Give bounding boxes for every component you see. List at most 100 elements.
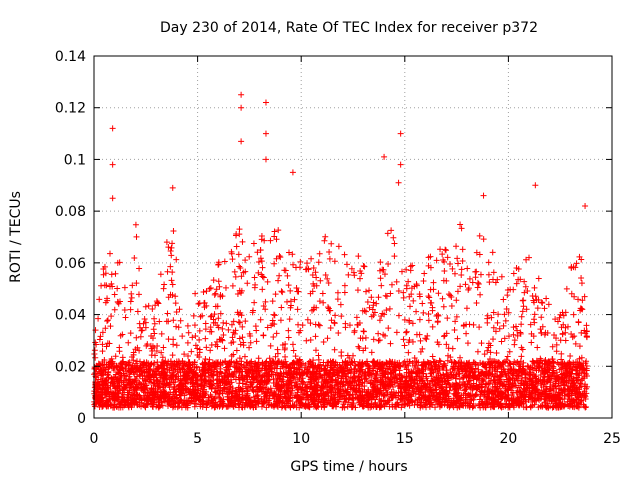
data-point bbox=[189, 334, 196, 341]
data-point bbox=[464, 340, 471, 347]
data-point bbox=[136, 265, 143, 272]
data-point bbox=[578, 274, 585, 281]
data-point bbox=[571, 293, 578, 300]
data-point bbox=[425, 262, 432, 269]
data-point bbox=[231, 268, 238, 275]
data-point bbox=[368, 294, 375, 301]
data-point bbox=[459, 246, 466, 253]
data-point bbox=[473, 249, 480, 256]
data-point bbox=[353, 314, 360, 321]
data-point bbox=[285, 327, 292, 334]
data-point bbox=[236, 319, 243, 326]
data-point bbox=[133, 233, 140, 240]
data-point bbox=[168, 244, 175, 251]
data-point bbox=[295, 321, 302, 328]
data-point bbox=[372, 370, 379, 377]
data-point bbox=[403, 329, 410, 336]
data-point bbox=[192, 342, 199, 349]
grid-lines bbox=[94, 56, 612, 418]
data-point bbox=[519, 297, 526, 304]
data-point bbox=[367, 404, 374, 411]
data-point bbox=[316, 322, 323, 329]
data-point bbox=[106, 250, 113, 257]
data-point bbox=[346, 322, 353, 329]
data-point bbox=[531, 311, 538, 318]
data-point bbox=[170, 228, 177, 235]
data-point bbox=[217, 310, 224, 317]
data-point bbox=[558, 350, 565, 357]
data-point bbox=[514, 373, 521, 380]
data-point bbox=[170, 317, 177, 324]
data-point bbox=[269, 298, 276, 305]
data-point bbox=[259, 264, 266, 271]
data-point bbox=[411, 401, 418, 408]
data-point bbox=[425, 311, 432, 318]
data-point bbox=[357, 335, 364, 342]
data-point bbox=[158, 349, 165, 356]
data-point bbox=[503, 305, 510, 312]
data-point bbox=[553, 341, 560, 348]
data-point bbox=[514, 327, 521, 334]
data-point bbox=[262, 298, 269, 305]
data-point bbox=[169, 240, 176, 247]
data-point bbox=[133, 280, 140, 287]
data-point bbox=[160, 285, 167, 292]
data-point bbox=[291, 296, 298, 303]
data-point bbox=[102, 325, 109, 332]
data-point bbox=[519, 375, 526, 382]
data-point bbox=[275, 227, 282, 234]
data-point bbox=[207, 285, 214, 292]
data-point bbox=[575, 296, 582, 303]
data-point bbox=[575, 318, 582, 325]
data-point bbox=[569, 334, 576, 341]
data-point bbox=[366, 287, 373, 294]
data-point bbox=[167, 248, 174, 255]
data-point bbox=[127, 330, 134, 337]
data-point bbox=[341, 282, 348, 289]
data-point bbox=[451, 270, 458, 277]
data-point bbox=[215, 278, 222, 285]
data-point bbox=[476, 232, 483, 239]
data-point bbox=[152, 302, 159, 309]
data-point bbox=[242, 257, 249, 264]
data-point bbox=[251, 274, 258, 281]
data-point bbox=[464, 265, 471, 272]
data-point bbox=[409, 320, 416, 327]
data-point bbox=[385, 325, 392, 332]
data-point bbox=[522, 283, 529, 290]
data-point bbox=[307, 290, 314, 297]
data-point bbox=[332, 312, 339, 319]
data-point bbox=[453, 243, 460, 250]
data-point bbox=[480, 236, 487, 243]
data-point bbox=[294, 306, 301, 313]
data-points bbox=[91, 91, 591, 411]
data-point bbox=[200, 288, 207, 295]
data-point bbox=[360, 262, 367, 269]
data-point bbox=[441, 333, 448, 340]
data-point bbox=[553, 335, 560, 342]
data-point bbox=[538, 314, 545, 321]
data-point bbox=[103, 343, 110, 350]
data-point bbox=[320, 299, 327, 306]
data-point bbox=[345, 271, 352, 278]
data-point bbox=[400, 289, 407, 296]
data-point bbox=[324, 335, 331, 342]
data-point bbox=[454, 335, 461, 342]
data-point bbox=[342, 320, 349, 327]
data-point bbox=[215, 315, 222, 322]
data-point bbox=[206, 285, 213, 292]
data-point bbox=[370, 336, 377, 343]
data-point bbox=[382, 392, 389, 399]
data-point bbox=[176, 306, 183, 313]
data-point bbox=[476, 251, 483, 258]
data-point bbox=[215, 261, 222, 268]
data-point bbox=[524, 287, 531, 294]
data-point bbox=[413, 308, 420, 315]
data-point bbox=[341, 251, 348, 258]
data-point bbox=[395, 312, 402, 319]
data-point bbox=[258, 271, 265, 278]
data-point bbox=[157, 271, 164, 278]
data-point bbox=[304, 260, 311, 267]
data-point bbox=[498, 273, 505, 280]
